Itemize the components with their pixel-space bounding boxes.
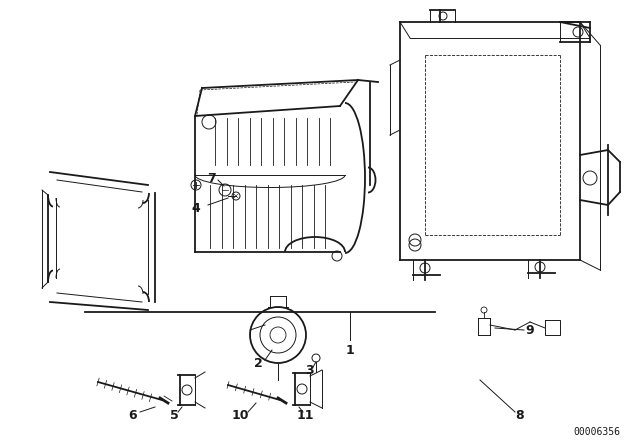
Text: 8: 8 [516, 409, 524, 422]
Text: 1: 1 [346, 344, 355, 357]
Text: 11: 11 [296, 409, 314, 422]
Text: 9: 9 [525, 323, 534, 336]
Text: 7: 7 [207, 172, 216, 185]
Text: 2: 2 [253, 357, 262, 370]
Text: 6: 6 [129, 409, 138, 422]
Text: 3: 3 [306, 363, 314, 376]
Text: 5: 5 [170, 409, 179, 422]
Text: 4: 4 [191, 202, 200, 215]
Text: 10: 10 [231, 409, 249, 422]
Text: 00006356: 00006356 [573, 427, 620, 437]
